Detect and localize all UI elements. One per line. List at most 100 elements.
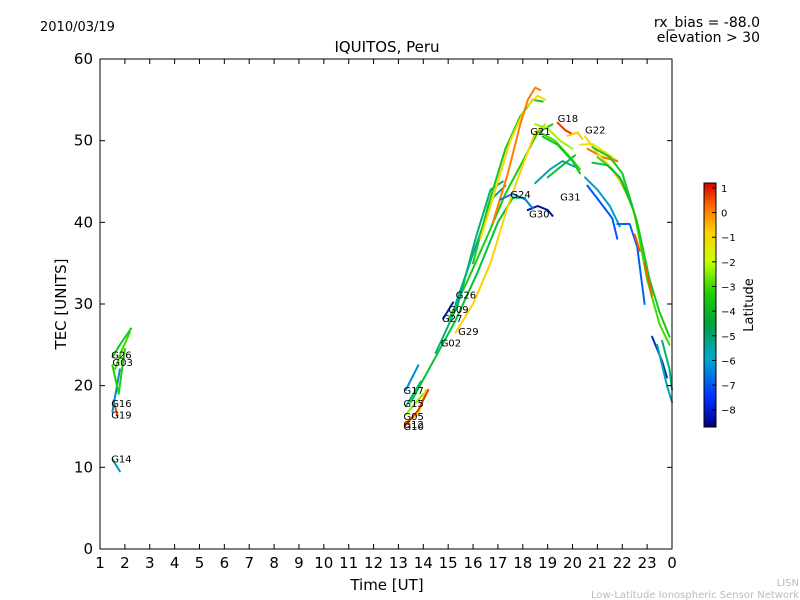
satellite-label-g18: G18: [558, 114, 578, 125]
series-g25b: [591, 161, 634, 207]
x-tick-label: 4: [170, 554, 180, 572]
series-g30b: [499, 192, 534, 210]
y-tick-label: 50: [74, 132, 93, 150]
x-tick-label: 17: [488, 554, 507, 572]
colorbar-tick-label: −5: [721, 332, 736, 343]
x-tick-label: 7: [244, 554, 254, 572]
x-tick-label: 19: [538, 554, 557, 572]
x-tick-label: 5: [195, 554, 205, 572]
x-tick-label: 23: [638, 554, 657, 572]
series-g09: [447, 123, 554, 322]
series-g25: [591, 146, 671, 338]
satellite-label-g30: G30: [529, 209, 549, 220]
satellite-label-g15: G15: [403, 399, 423, 410]
satellite-label-g22: G22: [585, 125, 605, 136]
colorbar: [703, 182, 717, 428]
y-axis-label: TEC [UNITS]: [52, 259, 70, 351]
annotation-layer: G14G16G19G03G26G17G15G05G12G10G02G29G27G…: [111, 114, 605, 465]
series-g04: [633, 233, 641, 252]
elevation-label: elevation > 30: [657, 30, 760, 46]
colorbar-tick-label: −2: [721, 258, 736, 269]
satellite-label-g17: G17: [403, 386, 423, 397]
x-tick-label: 0: [667, 554, 677, 572]
series-g14: [111, 458, 121, 473]
x-axis: 1 2 3 4 5 6 7 8 9 10 11 12 13 14 15 16 17 18 19 20 21 22 23 0: [95, 59, 677, 572]
x-tick-label: 9: [294, 554, 304, 572]
satellite-label-g12: G12: [403, 420, 423, 431]
series-g32b: [586, 184, 619, 240]
series-g18b: [566, 131, 584, 140]
x-tick-label: 22: [613, 554, 632, 572]
chart-title: IQUITOS, Peru: [334, 38, 439, 56]
satellite-label-g09: G09: [448, 305, 468, 316]
x-tick-label: 18: [513, 554, 532, 572]
colorbar-tick-label: 0: [721, 209, 727, 220]
series-g19: [111, 368, 121, 413]
x-tick-label: 15: [439, 554, 458, 572]
x-tick-label: 12: [364, 554, 383, 572]
x-tick-label: 14: [414, 554, 433, 572]
x-tick-label: 6: [220, 554, 230, 572]
rx-bias-label: rx_bias = -88.0: [654, 15, 760, 31]
colorbar-ticks: 1 0 −1 −2 −3 −4 −5 −6 −7 −8: [712, 184, 736, 417]
y-tick-label: 10: [74, 458, 93, 476]
series-g32: [584, 176, 621, 228]
satellite-label-g24: G24: [510, 190, 530, 201]
satellite-label-g31: G31: [560, 192, 580, 203]
satellite-label-g26: G26: [456, 290, 476, 301]
x-tick-label: 10: [314, 554, 333, 572]
satellite-label-g29: G29: [458, 327, 478, 338]
satellite-label-g03: G03: [112, 358, 132, 369]
series-layer: [111, 86, 673, 473]
series-g12: [404, 388, 430, 426]
series-g05: [404, 392, 425, 416]
footer-network-name: Low-Latitude Ionospheric Sensor Network: [591, 590, 799, 600]
y-tick-label: 60: [74, 50, 93, 68]
x-tick-label: 2: [120, 554, 130, 572]
series-g31: [534, 160, 576, 185]
series-g29: [454, 123, 547, 334]
series-g3: [111, 347, 126, 395]
series-g04b: [643, 262, 654, 297]
x-tick-label: 3: [145, 554, 155, 572]
series-g22: [579, 142, 619, 163]
y-tick-label: 20: [74, 377, 93, 395]
series-g18: [556, 121, 574, 136]
y-axis: 0 10 20 30 40 50 60: [74, 50, 672, 558]
x-tick-label: 1: [95, 554, 105, 572]
date-label: 2010/03/19: [40, 20, 115, 35]
satellite-label-g16: G16: [111, 399, 131, 410]
satellite-label-g19: G19: [111, 410, 131, 421]
y-tick-label: 30: [74, 295, 93, 313]
colorbar-tick-label: −1: [721, 233, 736, 244]
series-g08: [491, 86, 542, 224]
series-g15: [404, 380, 422, 408]
series-g02: [409, 196, 527, 403]
series-g26b: [111, 327, 133, 359]
x-tick-label: 13: [389, 554, 408, 572]
series-g17: [404, 364, 420, 391]
series-g07: [661, 339, 673, 391]
colorbar-label: Latitude: [742, 278, 757, 332]
series-g21b: [541, 135, 581, 175]
x-tick-label: 21: [588, 554, 607, 572]
satellite-label-g02: G02: [441, 339, 461, 350]
series-g06: [651, 335, 668, 379]
colorbar-tick-label: −6: [721, 356, 736, 367]
colorbar-tick-label: −7: [721, 381, 736, 392]
series-g21c: [534, 123, 574, 150]
x-axis-label: Time [UT]: [349, 576, 423, 594]
x-tick-label: 8: [269, 554, 279, 572]
x-tick-label: 20: [563, 554, 582, 572]
colorbar-tick-label: −3: [721, 283, 736, 294]
satellite-label-g10: G10: [403, 422, 423, 433]
satellite-label-g26: G26: [111, 351, 131, 362]
satellite-label-g14: G14: [111, 454, 131, 465]
series-g19b: [616, 223, 646, 305]
x-tick-label: 16: [463, 554, 482, 572]
satellite-label-g21: G21: [530, 127, 550, 138]
colorbar-tick-label: 1: [721, 184, 727, 195]
y-tick-label: 0: [83, 540, 93, 558]
series-g27: [442, 301, 455, 320]
